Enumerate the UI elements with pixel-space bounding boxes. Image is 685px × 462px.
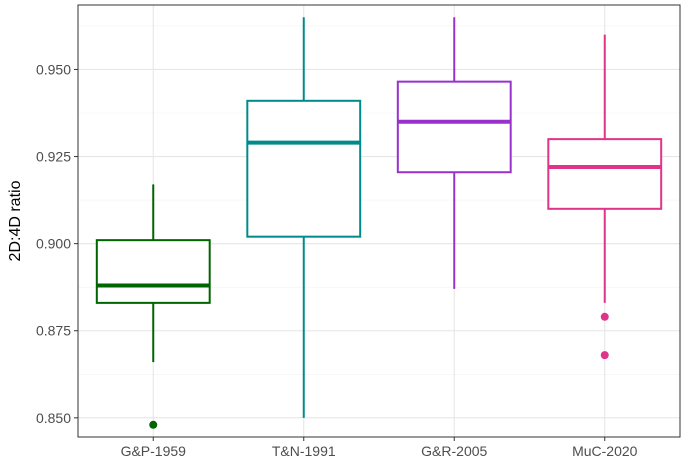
- x-axis: G&P-1959 T&N-1991 G&R-2005 MuC-2020: [121, 437, 638, 459]
- box-g-p-1959: [95, 184, 211, 429]
- y-tick-label: 0.900: [36, 236, 71, 252]
- x-tick-label: G&P-1959: [121, 443, 187, 459]
- y-tick-label: 0.850: [36, 410, 71, 426]
- outlier-point: [600, 351, 609, 360]
- interquartile-box: [246, 99, 362, 238]
- y-tick-label: 0.875: [36, 323, 71, 339]
- x-tick-label: G&R-2005: [421, 443, 487, 459]
- outlier-point: [149, 420, 158, 429]
- interquartile-box: [95, 239, 211, 304]
- y-axis-title: 2D:4D ratio: [7, 180, 24, 261]
- interquartile-box: [396, 80, 512, 174]
- box-g-r-2005: [396, 17, 512, 289]
- panel-border: [77, 4, 681, 438]
- x-tick-label: MuC-2020: [572, 443, 638, 459]
- interquartile-box: [547, 138, 663, 210]
- box-series: [95, 17, 663, 429]
- y-axis: 0.850 0.875 0.900 0.925 0.950: [36, 61, 78, 426]
- box-muc-2020: [547, 34, 663, 360]
- x-tick-label: T&N-1991: [272, 443, 336, 459]
- y-tick-label: 0.925: [36, 149, 71, 165]
- y-tick-label: 0.950: [36, 61, 71, 77]
- outlier-point: [600, 312, 609, 321]
- box-t-n-1991: [246, 17, 362, 418]
